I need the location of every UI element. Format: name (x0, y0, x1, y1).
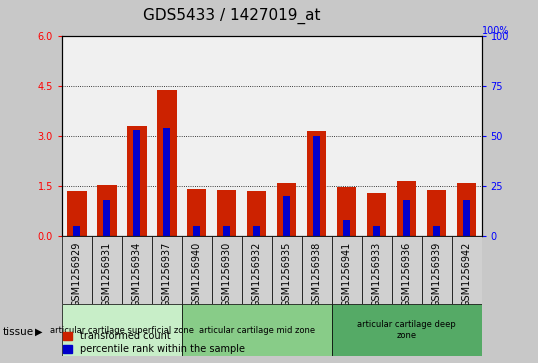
Bar (397, 181, 416, 236)
Text: 100%: 100% (482, 26, 509, 36)
Text: GSM1256942: GSM1256942 (462, 241, 471, 307)
Bar (122, 236, 152, 305)
Text: articular cartilage mid zone: articular cartilage mid zone (199, 326, 315, 335)
Text: GSM1256932: GSM1256932 (252, 241, 261, 307)
Text: GSM1256936: GSM1256936 (401, 241, 412, 307)
Bar (427, 190, 447, 236)
Bar (187, 189, 207, 236)
Bar (422, 236, 451, 305)
Bar (272, 236, 302, 305)
Bar (182, 236, 212, 305)
Bar (403, 200, 410, 236)
Text: GSM1256929: GSM1256929 (72, 241, 82, 307)
Bar (74, 226, 80, 236)
Text: GSM1256941: GSM1256941 (342, 241, 352, 307)
Bar (362, 236, 392, 305)
Bar (97, 185, 117, 236)
Bar (337, 187, 356, 236)
Bar (463, 200, 470, 236)
Bar (373, 226, 380, 236)
Bar (67, 191, 87, 236)
Bar (127, 126, 146, 236)
Text: articular cartilage deep
zone: articular cartilage deep zone (357, 321, 456, 340)
Text: GSM1256935: GSM1256935 (282, 241, 292, 307)
Legend: transformed count, percentile rank within the sample: transformed count, percentile rank withi… (59, 327, 249, 358)
Bar (302, 236, 331, 305)
Bar (62, 236, 92, 305)
Bar (217, 190, 237, 236)
Text: ▶: ▶ (35, 327, 43, 337)
Text: GSM1256937: GSM1256937 (162, 241, 172, 307)
Text: GSM1256931: GSM1256931 (102, 241, 112, 307)
Bar (331, 305, 482, 356)
Bar (457, 183, 476, 236)
Text: GDS5433 / 1427019_at: GDS5433 / 1427019_at (143, 7, 320, 24)
Bar (62, 305, 182, 356)
Bar (343, 220, 350, 236)
Bar (242, 236, 272, 305)
Bar (367, 193, 386, 236)
Text: tissue: tissue (3, 327, 34, 337)
Bar (164, 128, 170, 236)
Bar (92, 236, 122, 305)
Bar (223, 226, 230, 236)
Bar (152, 236, 182, 305)
Bar (433, 226, 440, 236)
Text: GSM1256939: GSM1256939 (431, 241, 442, 307)
Bar (392, 236, 422, 305)
Bar (133, 130, 140, 236)
Bar (212, 236, 242, 305)
Bar (157, 90, 176, 236)
Bar (284, 196, 290, 236)
Bar (313, 136, 320, 236)
Bar (277, 183, 296, 236)
Bar (103, 200, 110, 236)
Text: articular cartilage superficial zone: articular cartilage superficial zone (50, 326, 194, 335)
Bar (307, 131, 327, 236)
Bar (182, 305, 331, 356)
Bar (331, 236, 362, 305)
Text: GSM1256940: GSM1256940 (192, 241, 202, 307)
Bar (253, 226, 260, 236)
Text: GSM1256938: GSM1256938 (312, 241, 322, 307)
Bar (247, 191, 266, 236)
Text: GSM1256933: GSM1256933 (372, 241, 381, 307)
Text: GSM1256934: GSM1256934 (132, 241, 142, 307)
Bar (193, 226, 200, 236)
Bar (451, 236, 482, 305)
Text: GSM1256930: GSM1256930 (222, 241, 232, 307)
